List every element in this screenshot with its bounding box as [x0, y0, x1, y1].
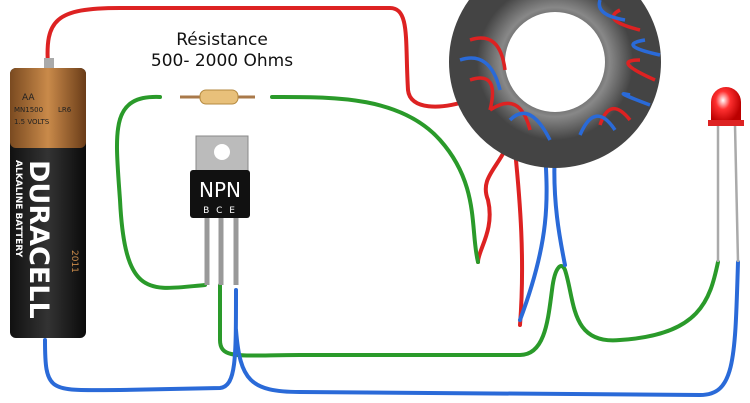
- transistor-type: NPN: [199, 178, 241, 202]
- transistor: NPN B C E: [190, 136, 250, 285]
- battery: AA MN1500 LR6 1.5 VOLTS DURACELL ALKALIN…: [10, 58, 86, 338]
- battery-code: LR6: [58, 106, 72, 114]
- battery-year: 2011: [69, 250, 79, 273]
- battery-subtitle: ALKALINE BATTERY: [13, 160, 23, 258]
- resistor-value: 500- 2000 Ohms: [151, 51, 293, 71]
- led: [708, 87, 744, 262]
- battery-size: AA: [22, 93, 35, 103]
- toroid-coil: [460, 0, 660, 140]
- battery-model: MN1500: [14, 106, 43, 114]
- battery-voltage: 1.5 VOLTS: [14, 118, 50, 126]
- circuit: Résistance 500- 2000 Ohms NPN B C E AA M…: [0, 0, 750, 403]
- resistor: Résistance 500- 2000 Ohms: [151, 30, 293, 104]
- battery-brand: DURACELL: [23, 160, 54, 319]
- transistor-pins: B C E: [203, 206, 237, 216]
- resistor-title: Résistance: [176, 30, 268, 50]
